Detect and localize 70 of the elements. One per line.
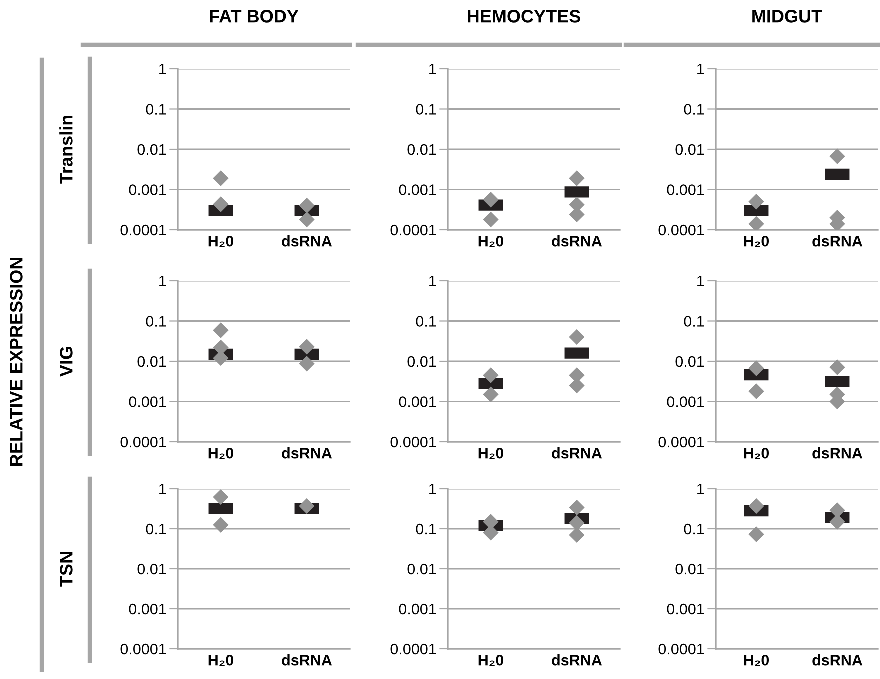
x-tick-label: H₂0 [744, 654, 770, 666]
x-tick-label: H₂0 [478, 236, 504, 248]
y-tick-label: 0.01 [676, 144, 704, 156]
y-tick-label: 0.001 [399, 396, 436, 408]
x-tick-label: dsRNA [812, 654, 863, 666]
x-tick-label: dsRNA [812, 448, 863, 459]
y-tick-label: 1 [430, 276, 436, 287]
y-tick-label: 1 [160, 64, 166, 75]
y-tick-label: 0.1 [146, 104, 166, 115]
y-tick-label: 0.0001 [658, 644, 704, 655]
y-tick-label: 0.001 [399, 184, 436, 196]
x-tick-label: H₂0 [478, 448, 504, 460]
y-tick-label: 0.0001 [390, 224, 436, 236]
x-tick-label: H₂0 [744, 448, 770, 460]
y-tick-label: 0.1 [416, 316, 436, 327]
chart-title: MIDGUT [752, 10, 822, 23]
y-tick-label: 0.001 [129, 396, 166, 408]
y-tick-label: 0.01 [138, 356, 166, 368]
y-tick-label: 0.0001 [658, 436, 704, 448]
y-axis-title: Translin [60, 116, 73, 184]
x-tick-label: dsRNA [282, 236, 332, 247]
x-tick-label: H₂0 [744, 236, 770, 248]
x-tick-label: dsRNA [282, 654, 332, 666]
y-tick-label: 0.01 [408, 144, 436, 156]
y-tick-label: 1 [698, 484, 704, 495]
y-axis-title: VIG [60, 347, 73, 377]
y-tick-label: 0.001 [399, 604, 436, 615]
y-tick-label: 1 [430, 484, 436, 495]
y-tick-label: 0.1 [684, 104, 704, 115]
y-tick-label: 0.001 [667, 184, 704, 196]
y-tick-label: 0.0001 [120, 644, 166, 655]
x-tick-label: dsRNA [552, 236, 602, 247]
y-tick-label: 0.1 [684, 316, 704, 327]
y-tick-label: 0.0001 [120, 436, 166, 448]
y-tick-label: 0.1 [416, 104, 436, 115]
y-tick-label: 0.001 [129, 184, 166, 196]
x-tick-label: dsRNA [282, 448, 332, 459]
y-tick-label: 0.1 [146, 524, 166, 535]
y-tick-label: 0.01 [138, 564, 166, 575]
y-tick-label: 0.001 [129, 604, 166, 615]
y-tick-label: 0.001 [667, 396, 704, 408]
chart-title: HEMOCYTES [468, 10, 580, 23]
y-tick-label: 0.01 [676, 356, 704, 368]
x-tick-label: H₂0 [208, 654, 234, 666]
y-tick-label: 1 [160, 484, 166, 495]
y-tick-label: 0.001 [667, 604, 704, 615]
y-tick-label: 1 [698, 276, 704, 287]
x-tick-label: dsRNA [552, 448, 602, 459]
x-tick-label: H₂0 [208, 448, 234, 460]
y-tick-label: 0.0001 [658, 224, 704, 236]
y-tick-label: 0.01 [408, 564, 436, 575]
y-axis-title: TSN [60, 552, 73, 587]
y-tick-label: 0.01 [138, 144, 166, 156]
x-tick-label: dsRNA [552, 654, 602, 666]
y-tick-label: 1 [430, 64, 436, 75]
y-tick-label: 0.1 [146, 316, 166, 327]
y-tick-label: 0.01 [408, 356, 436, 368]
text: RELATIVE EXPRESSION [10, 258, 23, 466]
y-tick-label: 0.1 [416, 524, 436, 535]
y-tick-label: 0.0001 [390, 436, 436, 448]
y-tick-label: 1 [160, 276, 166, 287]
y-tick-label: 0.01 [676, 564, 704, 575]
y-tick-label: 0.0001 [390, 644, 436, 655]
chart-title: FAT BODY [210, 10, 299, 23]
x-tick-label: H₂0 [478, 654, 504, 666]
y-tick-label: 0.0001 [120, 224, 166, 236]
y-tick-label: 0.1 [684, 524, 704, 535]
x-tick-label: H₂0 [208, 236, 234, 248]
y-tick-label: 1 [698, 64, 704, 75]
x-tick-label: dsRNA [812, 236, 863, 247]
